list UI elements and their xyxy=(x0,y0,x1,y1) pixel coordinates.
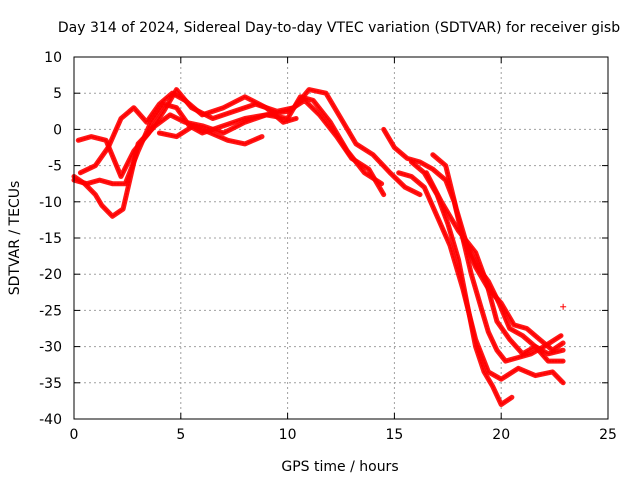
y-tick-label: -40 xyxy=(39,412,62,428)
axis-ticks: 0 5 10 15 20 25 10 5 0 -5 -10 -15 -20 -25 -30 -35 -40 xyxy=(39,50,617,443)
y-tick-label: -10 xyxy=(39,195,62,211)
series-line-sat-j xyxy=(423,170,566,364)
y-tick-label: 10 xyxy=(44,50,62,66)
x-axis-label: GPS time / hours xyxy=(281,459,398,475)
x-tick-label: 10 xyxy=(279,427,297,443)
grid-lines xyxy=(74,57,608,419)
y-tick-label: -15 xyxy=(39,231,62,247)
y-tick-label: 5 xyxy=(53,86,62,102)
x-tick-label: 15 xyxy=(385,427,403,443)
series-marks-sat-j xyxy=(425,171,565,363)
y-tick-label: 0 xyxy=(53,122,62,138)
y-tick-label: -5 xyxy=(48,159,62,175)
outlier-point xyxy=(560,303,567,310)
series-marks-sat-k xyxy=(461,237,565,352)
x-tick-label: 25 xyxy=(599,427,617,443)
series-marks-sat-a xyxy=(73,99,385,218)
y-tick-label: -30 xyxy=(39,340,62,356)
series-marks-sat-b xyxy=(77,88,421,196)
data-series xyxy=(71,87,567,407)
y-tick-label: -20 xyxy=(39,267,62,283)
series-marks-sat-d xyxy=(79,92,298,174)
series-marks-sat-c xyxy=(73,95,383,185)
y-axis-label: SDTVAR / TECUs xyxy=(7,181,23,296)
x-tick-label: 20 xyxy=(492,427,510,443)
series-marks-sat-e xyxy=(158,124,263,145)
x-tick-label: 0 xyxy=(70,427,79,443)
y-tick-label: -35 xyxy=(39,376,62,392)
y-tick-label: -25 xyxy=(39,303,62,319)
x-tick-label: 5 xyxy=(176,427,185,443)
chart-title: Day 314 of 2024, Sidereal Day-to-day VTE… xyxy=(58,20,620,36)
